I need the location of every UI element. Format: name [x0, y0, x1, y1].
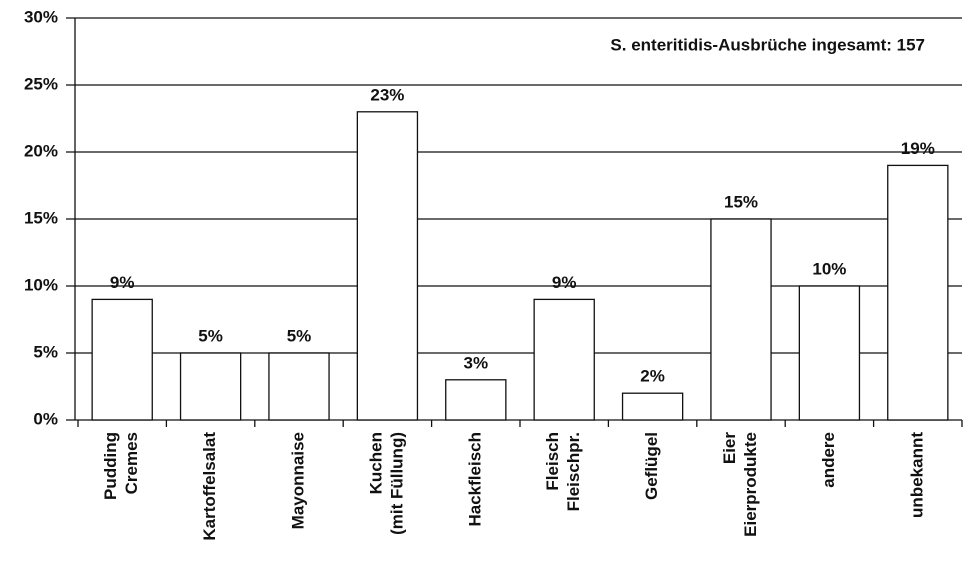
y-tick-label: 15%: [24, 208, 58, 227]
x-tick-label-line: Kartoffelsalat: [200, 432, 219, 541]
x-tick-label: Kuchen (mit Füllung): [366, 432, 406, 535]
value-label: 9%: [552, 273, 577, 292]
x-tick-label: Kartoffelsalat: [200, 432, 219, 541]
x-tick-label-line: andere: [819, 432, 838, 488]
x-tick-label: Mayonnaise: [288, 432, 307, 529]
x-tick-label: Fleisch Fleischpr.: [543, 432, 583, 511]
bar: [268, 352, 330, 421]
bar: [91, 298, 153, 421]
x-tick-label: Hackfleisch: [465, 432, 484, 527]
y-tick-label: 5%: [33, 342, 58, 361]
value-label: 9%: [110, 273, 135, 292]
x-tick-label-line: Fleisch: [543, 432, 562, 491]
y-tick-label: 10%: [24, 275, 58, 294]
bar: [798, 285, 861, 421]
y-tick-label: 25%: [24, 74, 58, 93]
annotation: S. enteritidis-Ausbrüche ingesamt: 157: [610, 35, 925, 54]
value-label: 15%: [724, 192, 758, 211]
bar: [356, 111, 419, 421]
bar: [445, 379, 507, 421]
x-tick-label-line: Geflügel: [642, 432, 661, 500]
value-label: 3%: [464, 353, 489, 372]
value-label: 5%: [198, 326, 223, 345]
x-tick-label-line: Eier: [720, 432, 739, 465]
value-label: 19%: [901, 139, 935, 158]
x-tick-label-line: (mit Füllung): [387, 432, 406, 535]
value-label: 5%: [287, 326, 312, 345]
x-tick-label-line: Kuchen: [366, 432, 385, 494]
x-tick-label: unbekannt: [907, 432, 926, 518]
bar: [887, 164, 949, 421]
y-tick-label: 20%: [24, 141, 58, 160]
value-label: 10%: [812, 259, 846, 278]
x-tick-label: andere: [819, 432, 838, 488]
x-tick-label-line: unbekannt: [907, 432, 926, 518]
x-tick-label-line: Fleischpr.: [564, 432, 583, 511]
x-tick-label-line: Mayonnaise: [288, 432, 307, 529]
x-tick-label: Pudding Cremes: [101, 432, 141, 500]
x-tick-label-line: Pudding: [101, 432, 120, 500]
bar: [179, 352, 242, 421]
x-tick-label-line: Eierprodukte: [741, 432, 760, 537]
bar: [533, 298, 595, 421]
y-tick-label: 0%: [33, 409, 58, 428]
x-tick-label-line: Hackfleisch: [465, 432, 484, 527]
x-tick-label: Geflügel: [642, 432, 661, 500]
value-label: 2%: [640, 367, 665, 386]
bar: [621, 392, 684, 421]
x-tick-label-line: Cremes: [122, 432, 141, 494]
x-tick-label: Eier Eierprodukte: [720, 432, 760, 537]
value-label: 23%: [370, 85, 404, 104]
bar: [710, 218, 772, 421]
y-tick-label: 30%: [24, 7, 58, 26]
